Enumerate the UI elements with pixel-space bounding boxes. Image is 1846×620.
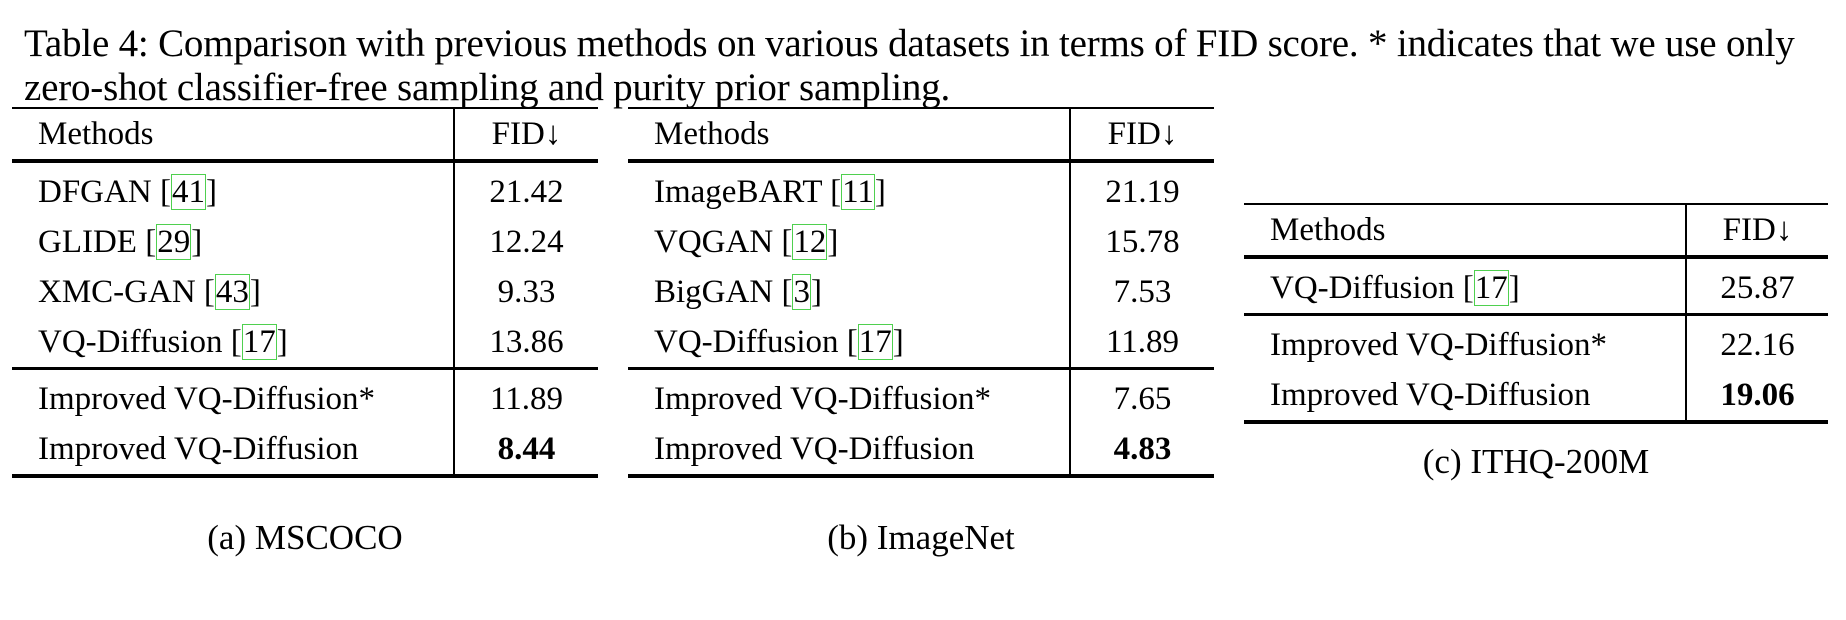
method-cell: ImageBART [11] — [628, 159, 1071, 217]
fid-cell: 21.42 — [454, 159, 598, 217]
fid-cell: 11.89 — [1105, 324, 1180, 360]
method-cell: VQ-Diffusion [17] — [628, 317, 1071, 369]
fid-cell: 7.53 — [1113, 274, 1172, 310]
citation-link[interactable]: 17 — [241, 324, 277, 360]
method-cell: Improved VQ-Diffusion — [12, 424, 455, 478]
fid-cell: 7.65 — [1070, 367, 1214, 424]
fid-cell: 15.78 — [1105, 224, 1180, 260]
method-cell: XMC-GAN [43] — [12, 267, 455, 317]
citation-link[interactable]: 11 — [841, 174, 875, 210]
citation-link[interactable]: 29 — [156, 224, 192, 260]
column-header-methods: Methods — [628, 107, 1071, 161]
citation-link[interactable]: 3 — [792, 274, 811, 310]
citation-link[interactable]: 17 — [857, 324, 893, 360]
citation-link[interactable]: 41 — [170, 174, 206, 210]
subcaption-imagenet: (b) ImageNet — [827, 518, 1015, 557]
fid-cell-best: 4.83 — [1070, 424, 1214, 478]
subcaption-ithq: (c) ITHQ-200M — [1422, 442, 1650, 481]
method-cell: DFGAN [41] — [12, 159, 455, 217]
method-cell: BigGAN [3] — [628, 267, 1071, 317]
method-cell: GLIDE [29] — [12, 217, 455, 267]
fid-cell: 11.89 — [454, 367, 598, 424]
method-cell: VQ-Diffusion [17] — [1244, 255, 1687, 315]
fid-cell-best: 8.44 — [454, 424, 598, 478]
method-cell: Improved VQ-Diffusion* — [628, 367, 1071, 424]
fid-cell: 9.33 — [497, 274, 556, 310]
method-cell: Improved VQ-Diffusion — [1244, 370, 1687, 424]
column-header-methods: Methods — [12, 107, 455, 161]
fid-cell: 22.16 — [1686, 313, 1828, 370]
citation-link[interactable]: 43 — [214, 274, 250, 310]
method-cell: Improved VQ-Diffusion — [628, 424, 1071, 478]
column-header-methods: Methods — [1244, 203, 1687, 257]
column-header-fid: FID↓ — [1070, 107, 1214, 161]
table-ithq: Methods FID↓ VQ-Diffusion [17] 25.87 Imp… — [1244, 203, 1828, 424]
fid-cell: 12.24 — [489, 224, 564, 260]
table-caption: Table 4: Comparison with previous method… — [24, 22, 1795, 109]
fid-cell: 25.87 — [1686, 255, 1828, 315]
fid-cell-best: 19.06 — [1686, 370, 1828, 424]
method-cell: VQGAN [12] — [628, 217, 1071, 267]
method-cell: Improved VQ-Diffusion* — [12, 367, 455, 424]
method-cell: Improved VQ-Diffusion* — [1244, 313, 1687, 370]
subcaption-mscoco: (a) MSCOCO — [207, 518, 403, 557]
method-cell: VQ-Diffusion [17] — [12, 317, 455, 369]
citation-link[interactable]: 17 — [1473, 270, 1509, 306]
citation-link[interactable]: 12 — [792, 224, 828, 260]
fid-cell: 21.19 — [1070, 159, 1214, 217]
table-imagenet: Methods FID↓ ImageBART [11] 21.19 VQGAN … — [628, 107, 1214, 478]
table-mscoco: Methods FID↓ DFGAN [41] 21.42 GLIDE [29]… — [12, 107, 598, 478]
fid-cell: 13.86 — [489, 324, 564, 360]
column-header-fid: FID↓ — [1686, 203, 1828, 257]
column-header-fid: FID↓ — [454, 107, 598, 161]
